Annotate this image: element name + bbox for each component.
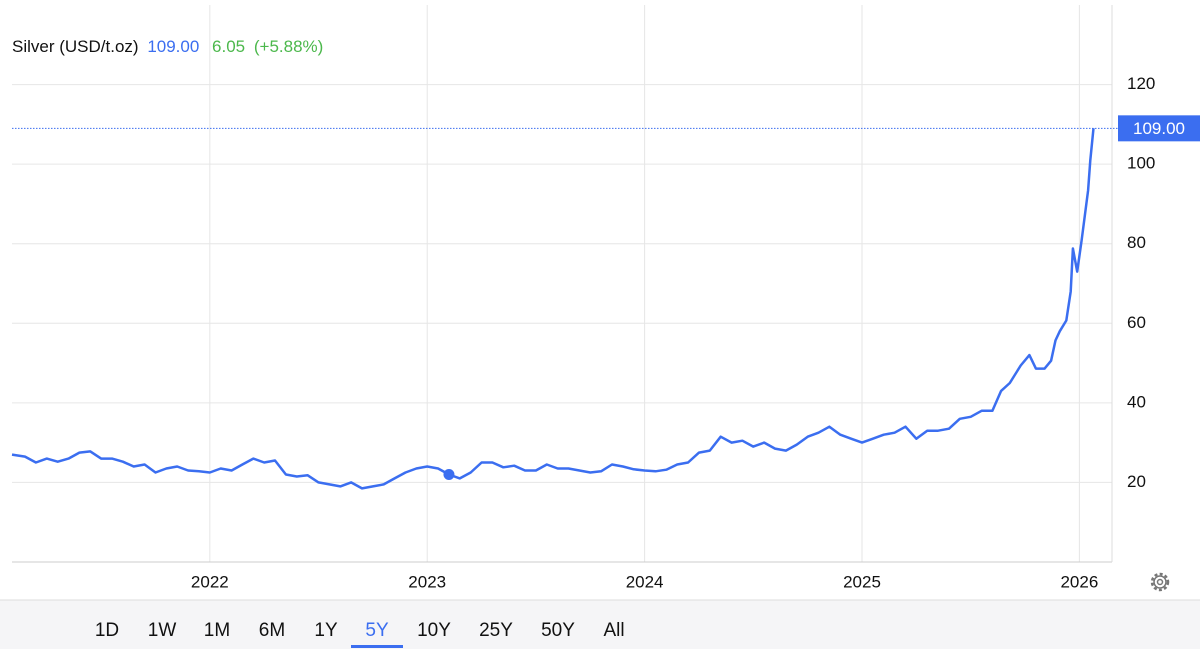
range-button-label: 10Y — [417, 620, 451, 641]
x-tick-label: 2024 — [626, 572, 664, 591]
range-button[interactable]: 1D — [95, 620, 119, 641]
y-tick-label: 20 — [1127, 472, 1146, 491]
range-bar — [0, 600, 1200, 649]
range-button[interactable]: 25Y — [479, 620, 513, 641]
range-button[interactable]: 6M — [259, 620, 285, 641]
range-selected-underline — [351, 645, 403, 648]
price-line — [11, 128, 1095, 490]
range-button[interactable]: 50Y — [541, 620, 575, 641]
last-price-label: 109.00 — [1133, 119, 1185, 138]
range-button[interactable]: 1Y — [314, 620, 338, 641]
event-marker — [443, 468, 455, 480]
range-button-label: 1M — [204, 620, 230, 641]
range-button-label: 5Y — [365, 620, 389, 641]
x-tick-label: 2022 — [191, 572, 229, 591]
y-tick-label: 100 — [1127, 154, 1155, 173]
y-tick-label: 60 — [1127, 313, 1146, 332]
last-price-tag — [1118, 115, 1200, 142]
range-button-label: 25Y — [479, 620, 513, 641]
header: Silver (USD/t.oz) 109.00 6.05 (+5.88%) — [12, 37, 323, 56]
range-button-label: 1Y — [314, 620, 338, 641]
header-change: 6.05 — [212, 37, 245, 56]
range-button[interactable]: 1M — [204, 620, 230, 641]
y-tick-label: 120 — [1127, 74, 1155, 93]
range-button[interactable]: All — [603, 620, 624, 641]
range-button-label: All — [603, 620, 624, 641]
range-button[interactable]: 1W — [148, 620, 177, 641]
gear-hole — [1156, 578, 1164, 586]
header-price: 109.00 — [147, 37, 199, 56]
range-button-label: 6M — [259, 620, 285, 641]
x-tick-label: 2025 — [843, 572, 881, 591]
instrument-name: Silver (USD/t.oz) — [12, 37, 139, 56]
gear-teeth — [1150, 572, 1170, 592]
range-button[interactable]: 5Y — [351, 620, 403, 648]
y-tick-label: 40 — [1127, 392, 1146, 411]
grid — [12, 5, 1112, 562]
x-tick-label: 2023 — [408, 572, 446, 591]
range-button-label: 50Y — [541, 620, 575, 641]
range-button-label: 1W — [148, 620, 177, 641]
header-change-pct: (+5.88%) — [254, 37, 323, 56]
x-tick-label: 2026 — [1060, 572, 1098, 591]
gear-body — [1153, 575, 1167, 589]
range-button-label: 1D — [95, 620, 119, 641]
range-button[interactable]: 10Y — [417, 620, 451, 641]
y-tick-label: 80 — [1127, 233, 1146, 252]
settings-icon[interactable] — [1150, 572, 1170, 592]
